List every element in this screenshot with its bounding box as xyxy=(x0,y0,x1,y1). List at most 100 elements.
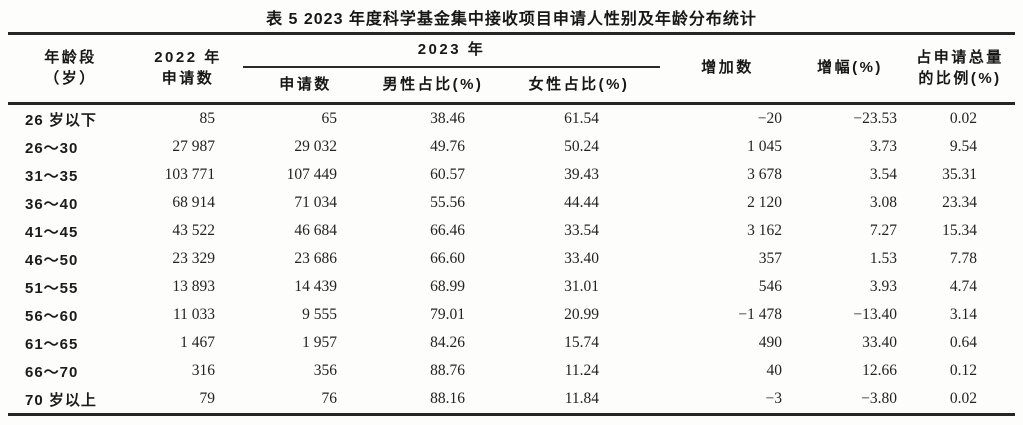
value-cell: 11.84 xyxy=(564,390,599,407)
value-cell: 61.54 xyxy=(498,102,660,133)
value-cell: 49.76 xyxy=(430,138,465,155)
table-header: 年龄段 （岁） 2022 年 申请数 2023 年 增加数 增幅(%) 占申请总… xyxy=(8,33,1015,104)
value-cell: 103 771 xyxy=(164,166,215,183)
value-cell: 33.54 xyxy=(564,222,599,239)
value-cell: 356 xyxy=(313,362,337,379)
value-cell: 1 957 xyxy=(302,334,337,351)
header-row-top: 年龄段 （岁） 2022 年 申请数 2023 年 增加数 增幅(%) 占申请总… xyxy=(8,33,1015,87)
value-cell: 55.56 xyxy=(430,194,465,211)
value-cell: 38.46 xyxy=(368,102,498,133)
col-header-age-group: 年龄段 （岁） xyxy=(8,34,133,104)
table-row: 36～40 68 914 71 034 55.56 44.44 2 120 3.08 23.3… xyxy=(8,189,1015,217)
value-cell: −20 xyxy=(660,102,795,133)
value-cell: 88.16 xyxy=(430,390,465,407)
value-cell: 9 555 xyxy=(302,306,337,323)
age-group-cell: 26～30 xyxy=(25,139,79,157)
value-cell: −3 xyxy=(765,390,783,407)
table-title: 表 5 2023 年度科学基金集中接收项目申请人性别及年龄分布统计 xyxy=(266,11,757,28)
value-cell: 66.60 xyxy=(430,250,465,267)
value-cell: 490 xyxy=(758,334,782,351)
value-cell: 14 439 xyxy=(294,278,337,295)
value-cell: 85 xyxy=(133,102,243,133)
table-row: 26 岁以下 85 65 38.46 61.54 −20 −23.53 0.02 xyxy=(8,102,1015,133)
age-group-cell: 31～35 xyxy=(25,167,79,185)
col-header-share-line2: 的比例(%) xyxy=(918,69,1002,87)
value-cell: 3.54 xyxy=(869,166,897,183)
col-header-2023-group: 2023 年 xyxy=(243,33,660,68)
value-cell: 76 xyxy=(321,390,338,407)
value-cell: 20.99 xyxy=(564,306,599,323)
value-cell: 1.53 xyxy=(869,250,897,267)
value-cell: 3 162 xyxy=(747,222,782,239)
col-header-increase: 增加数 xyxy=(701,59,754,77)
value-cell: 50.24 xyxy=(564,138,599,155)
table-row: 31～35 103 771 107 449 60.57 39.43 3 678 3.54 35… xyxy=(8,161,1015,189)
age-group-cell: 70 岁以上 xyxy=(25,391,97,409)
age-group-cell: 41～45 xyxy=(25,223,79,241)
value-cell: 23 686 xyxy=(294,250,337,267)
value-cell: 27 987 xyxy=(172,138,215,155)
table-row: 51～55 13 893 14 439 68.99 31.01 546 3.93 4.74 xyxy=(8,273,1015,301)
value-cell: 13 893 xyxy=(172,278,215,295)
col-header-2022-line1: 2022 年 xyxy=(154,49,222,67)
value-cell: 23 329 xyxy=(172,250,215,267)
value-cell: 43 522 xyxy=(172,222,215,239)
value-cell: −3.80 xyxy=(861,390,897,407)
table-row: 41～45 43 522 46 684 66.46 33.54 3 162 7.27 15.3… xyxy=(8,217,1015,245)
statistics-table: 年龄段 （岁） 2022 年 申请数 2023 年 增加数 增幅(%) 占申请总… xyxy=(8,32,1015,416)
age-group-cell: 46～50 xyxy=(25,251,79,269)
age-group-cell: 36～40 xyxy=(25,195,79,213)
table-row: 66～70 316 356 88.76 11.24 40 12.66 0.12 xyxy=(8,357,1015,385)
value-cell: 33.40 xyxy=(564,250,599,267)
header-row-sub: 申请数 男性占比(%) 女性占比(%) xyxy=(8,67,1015,104)
value-cell: 79.01 xyxy=(430,306,465,323)
value-cell: 39.43 xyxy=(564,166,599,183)
value-cell: −13.40 xyxy=(853,306,897,323)
value-cell: 65 xyxy=(243,102,368,133)
value-cell: 12.66 xyxy=(862,362,897,379)
col-header-female-pct: 女性占比(%) xyxy=(528,75,630,93)
value-cell: 546 xyxy=(758,278,782,295)
value-cell: 2 120 xyxy=(747,194,782,211)
value-cell: 15.74 xyxy=(564,334,599,351)
value-cell: −1 478 xyxy=(738,306,782,323)
value-cell: 357 xyxy=(758,250,782,267)
value-cell: 40 xyxy=(766,362,783,379)
age-group-cell: 61～65 xyxy=(25,335,79,353)
table-row: 46～50 23 329 23 686 66.60 33.40 357 1.53 7.78 xyxy=(8,245,1015,273)
value-cell: 3.08 xyxy=(869,194,897,211)
value-cell: 3.14 xyxy=(949,306,977,323)
table-row: 70 岁以上 79 76 88.16 11.84 −3 −3.80 0.02 xyxy=(8,385,1015,415)
value-cell: 316 xyxy=(191,362,215,379)
value-cell: 31.01 xyxy=(564,278,599,295)
col-header-2022-line2: 申请数 xyxy=(161,69,215,87)
value-cell: 7.78 xyxy=(949,250,977,267)
table-row: 26～30 27 987 29 032 49.76 50.24 1 045 3.73 9.54 xyxy=(8,133,1015,161)
value-cell: −23.53 xyxy=(795,102,905,133)
table-row: 56～60 11 033 9 555 79.01 20.99 −1 478 −13.40 3.… xyxy=(8,301,1015,329)
value-cell: 9.54 xyxy=(949,138,977,155)
value-cell: 0.02 xyxy=(949,390,977,407)
value-cell: 46 684 xyxy=(294,222,337,239)
value-cell: 88.76 xyxy=(430,362,465,379)
value-cell: 11 033 xyxy=(172,306,215,323)
table-body: 26 岁以下 85 65 38.46 61.54 −20 −23.53 0.02 26～30 27… xyxy=(8,102,1015,415)
value-cell: 1 467 xyxy=(180,334,215,351)
table-row: 61～65 1 467 1 957 84.26 15.74 490 33.40 0.64 xyxy=(8,329,1015,357)
value-cell: 84.26 xyxy=(430,334,465,351)
value-cell: 4.74 xyxy=(949,278,977,295)
value-cell: 66.46 xyxy=(430,222,465,239)
value-cell: 15.34 xyxy=(942,222,977,239)
value-cell: 71 034 xyxy=(294,194,337,211)
value-cell: 79 xyxy=(199,390,216,407)
value-cell: 68 914 xyxy=(172,194,215,211)
value-cell: 0.02 xyxy=(905,102,1015,133)
age-group-cell: 66～70 xyxy=(25,363,79,381)
value-cell: 0.64 xyxy=(949,334,977,351)
col-header-age-group-line2: （岁） xyxy=(44,69,97,87)
value-cell: 44.44 xyxy=(564,194,599,211)
col-header-age-group-line1: 年龄段 xyxy=(44,49,97,67)
age-group-cell: 51～55 xyxy=(25,279,79,297)
value-cell: 107 449 xyxy=(286,166,337,183)
